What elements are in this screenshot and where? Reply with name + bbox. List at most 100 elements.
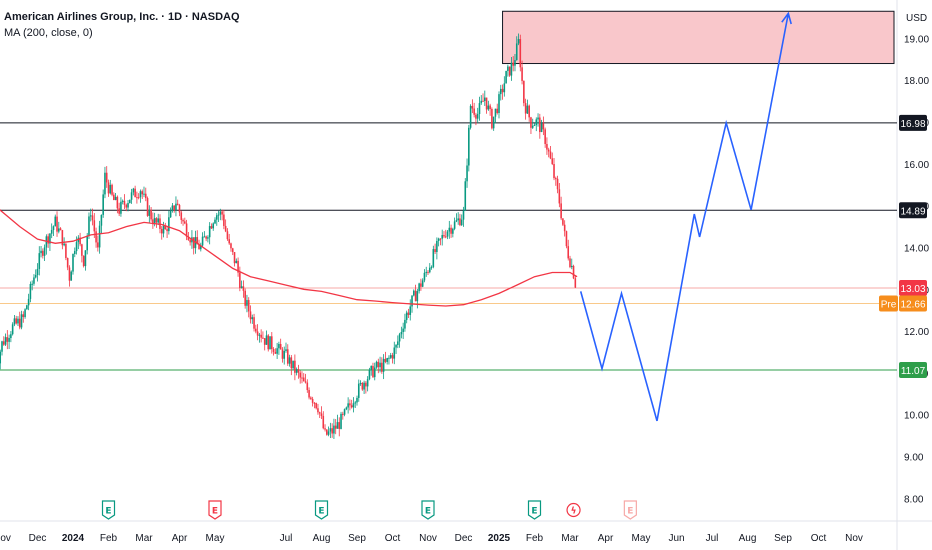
candle bbox=[105, 166, 108, 188]
candle bbox=[143, 186, 145, 198]
candle bbox=[38, 246, 41, 276]
premarket-12-66-label: 12.66 bbox=[900, 299, 925, 310]
time-tick: Nov bbox=[845, 533, 863, 544]
earnings-marker[interactable]: E bbox=[208, 500, 222, 520]
candle bbox=[549, 146, 552, 160]
candle bbox=[560, 196, 562, 221]
candle bbox=[79, 232, 81, 247]
candle bbox=[452, 227, 454, 238]
time-tick: Jul bbox=[280, 533, 293, 544]
time-tick: May bbox=[206, 533, 225, 544]
candle bbox=[15, 315, 17, 325]
candle bbox=[0, 349, 2, 370]
candle bbox=[425, 266, 428, 277]
candle bbox=[219, 208, 222, 221]
candle bbox=[542, 116, 545, 136]
candle bbox=[256, 324, 259, 341]
dividend-marker[interactable]: ϟ bbox=[566, 502, 581, 518]
earnings-marker[interactable]: E bbox=[101, 500, 116, 520]
candle bbox=[489, 103, 491, 116]
earnings-marker[interactable]: E bbox=[314, 500, 329, 520]
candle bbox=[262, 331, 264, 339]
earnings-marker[interactable]: E bbox=[527, 500, 542, 520]
candle bbox=[244, 288, 246, 309]
time-tick: Nov bbox=[419, 533, 437, 544]
candle bbox=[129, 199, 131, 204]
candle bbox=[208, 222, 211, 245]
candle bbox=[272, 347, 275, 356]
candle bbox=[444, 229, 447, 239]
earnings-future-marker[interactable]: E bbox=[623, 500, 637, 520]
candle bbox=[84, 250, 87, 271]
time-tick: Mar bbox=[561, 533, 579, 544]
candle bbox=[544, 127, 546, 148]
candle bbox=[36, 263, 39, 282]
candle bbox=[533, 123, 536, 127]
candle bbox=[400, 326, 403, 339]
candle bbox=[352, 397, 355, 413]
candle bbox=[144, 187, 147, 202]
candle bbox=[427, 270, 429, 276]
candle bbox=[398, 332, 401, 348]
candle bbox=[203, 231, 206, 238]
resistance-14-89-label-bg bbox=[899, 202, 927, 219]
candle bbox=[109, 179, 112, 195]
candle bbox=[526, 99, 529, 115]
symbol-title: American Airlines Group, Inc. · 1D · NAS… bbox=[4, 11, 240, 23]
candle bbox=[503, 76, 506, 97]
projection-path[interactable] bbox=[579, 13, 790, 422]
price-tick: 8.00 bbox=[904, 494, 924, 505]
candle bbox=[249, 305, 252, 324]
premarket-12-66-prefix-bg bbox=[879, 295, 898, 312]
candle bbox=[88, 212, 90, 239]
candle bbox=[255, 324, 257, 334]
candle bbox=[34, 269, 37, 279]
candle bbox=[308, 387, 310, 400]
candle bbox=[311, 396, 314, 407]
candle bbox=[54, 214, 57, 227]
candle bbox=[50, 223, 53, 239]
candle bbox=[448, 220, 451, 239]
candle bbox=[102, 189, 104, 218]
candle bbox=[340, 411, 342, 430]
candle bbox=[480, 95, 483, 105]
candle bbox=[551, 152, 554, 166]
candle bbox=[556, 175, 559, 194]
candle bbox=[233, 252, 236, 267]
candle bbox=[475, 112, 477, 126]
candle bbox=[393, 341, 396, 365]
candle bbox=[547, 147, 550, 158]
candle bbox=[507, 64, 509, 77]
candle bbox=[365, 381, 367, 394]
candle bbox=[464, 178, 467, 212]
time-tick: Sep bbox=[348, 533, 366, 544]
candle bbox=[201, 232, 204, 247]
candle bbox=[404, 313, 406, 332]
candle bbox=[10, 331, 12, 343]
candle bbox=[43, 244, 46, 261]
candle bbox=[455, 213, 458, 223]
candle bbox=[499, 84, 502, 101]
candle bbox=[113, 192, 115, 201]
earnings-marker[interactable]: E bbox=[421, 500, 435, 520]
candle bbox=[47, 233, 49, 248]
time-tick: May bbox=[632, 533, 651, 544]
candle bbox=[68, 265, 71, 287]
candle bbox=[485, 97, 488, 114]
candle bbox=[359, 380, 362, 386]
candle bbox=[116, 195, 119, 214]
target-zone[interactable] bbox=[502, 10, 895, 65]
candle bbox=[450, 224, 452, 238]
candle bbox=[150, 207, 152, 222]
candle bbox=[389, 352, 392, 359]
candle bbox=[437, 237, 440, 247]
candle bbox=[59, 227, 62, 231]
svg-text:E: E bbox=[318, 507, 324, 517]
time-tick: Feb bbox=[100, 533, 118, 544]
candle bbox=[171, 202, 174, 213]
candle bbox=[441, 229, 443, 246]
candle bbox=[157, 213, 159, 226]
time-axis[interactable]: Nov Dec 2024 Feb Mar Apr May Jul Aug Sep Oct Nov Dec… bbox=[0, 533, 863, 544]
